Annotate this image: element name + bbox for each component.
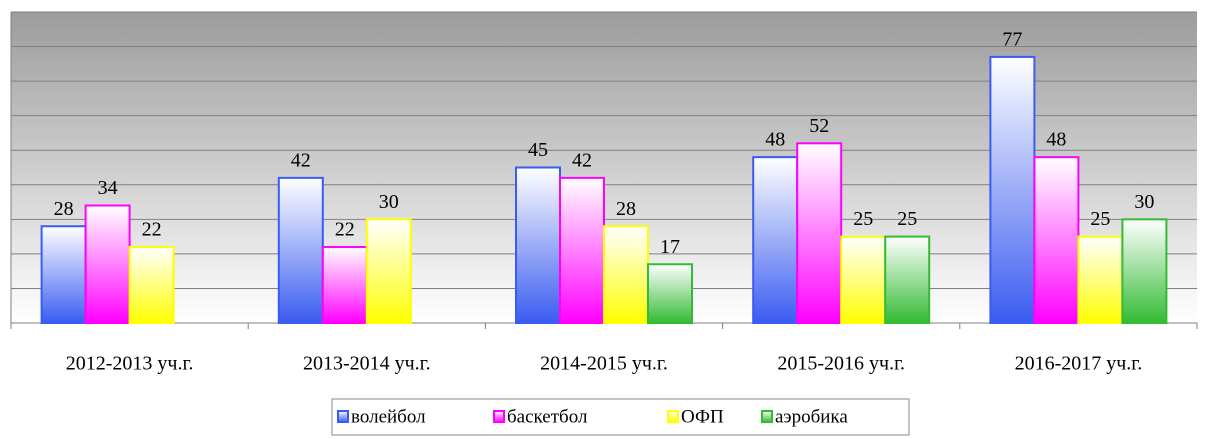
data-label: 22	[142, 219, 162, 241]
data-label: 30	[1134, 191, 1154, 213]
legend-label: волейбол	[351, 406, 426, 427]
data-label: 25	[1090, 208, 1110, 230]
bar	[559, 176, 605, 324]
data-label: 45	[528, 139, 548, 161]
x-tick-label: 2013-2014 уч.г.	[303, 353, 431, 375]
x-tick-label: 2016-2017 уч.г.	[1015, 353, 1143, 375]
bar	[1077, 235, 1124, 324]
bar	[40, 225, 87, 324]
bar	[1033, 156, 1080, 324]
data-label: 22	[335, 219, 355, 241]
x-tick-label: 2015-2016 уч.г.	[777, 353, 905, 375]
legend-label: аэробика	[775, 406, 848, 427]
bar	[884, 235, 931, 324]
bar	[752, 156, 799, 324]
bar	[277, 176, 324, 324]
legend-swatch	[667, 410, 679, 423]
legend-box	[331, 398, 910, 436]
bar	[365, 218, 412, 324]
legend-swatch	[337, 410, 349, 423]
bar	[1121, 218, 1168, 324]
data-label: 42	[572, 149, 592, 171]
bar	[84, 204, 131, 324]
x-tick-label: 2014-2015 уч.г.	[540, 353, 668, 375]
bar	[603, 225, 649, 324]
bar	[128, 245, 175, 325]
data-label: 30	[379, 191, 399, 213]
data-label: 17	[660, 236, 680, 258]
data-label: 25	[897, 208, 917, 230]
data-label: 25	[853, 208, 873, 230]
bar	[840, 235, 887, 324]
data-label: 48	[765, 129, 785, 151]
legend-label: баскетбол	[507, 406, 588, 427]
data-label: 42	[291, 149, 311, 171]
legend-swatch	[493, 410, 505, 423]
data-label: 28	[54, 198, 74, 220]
data-label: 77	[1002, 29, 1022, 51]
data-label: 28	[616, 198, 636, 220]
legend-swatch	[761, 410, 773, 423]
legend-label: ОФП	[681, 406, 724, 427]
bar	[515, 166, 561, 324]
data-label: 48	[1046, 129, 1066, 151]
bar	[647, 263, 693, 324]
data-label: 52	[809, 115, 829, 137]
data-label: 34	[98, 177, 118, 199]
bar	[989, 55, 1036, 325]
bar	[321, 245, 368, 325]
bar	[796, 142, 843, 324]
x-tick-label: 2012-2013 уч.г.	[66, 353, 194, 375]
